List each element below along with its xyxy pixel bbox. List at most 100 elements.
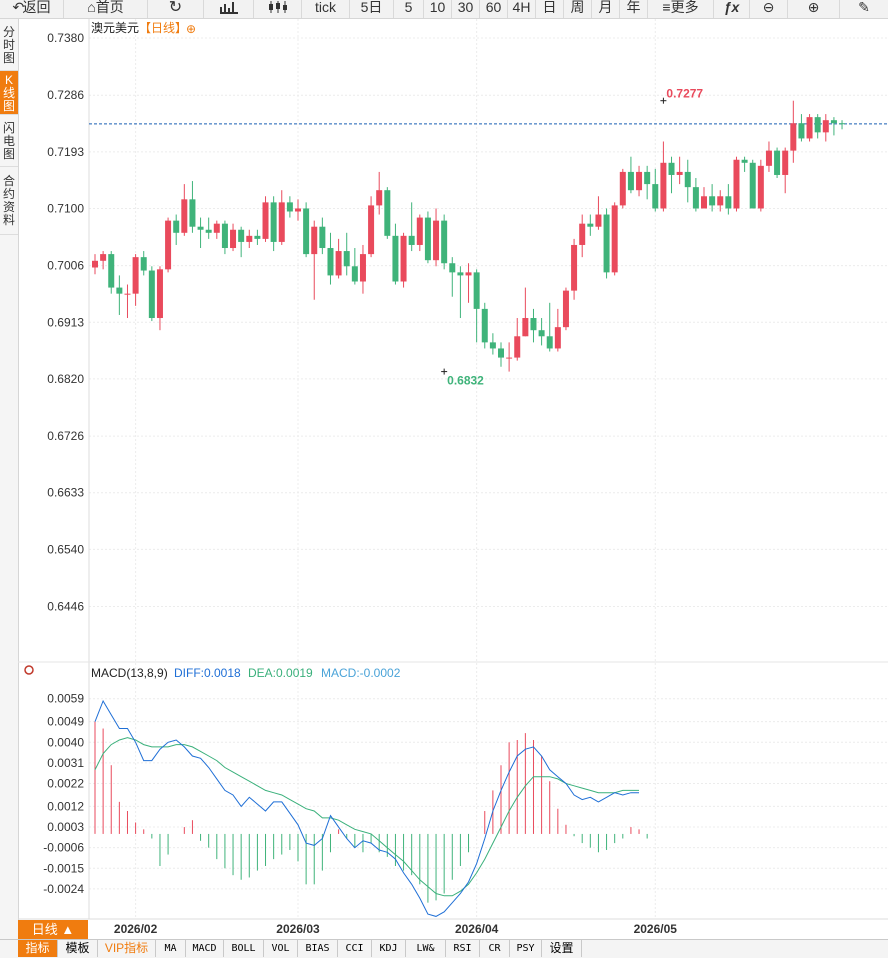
candle	[270, 196, 277, 252]
chart-type-button[interactable]	[204, 0, 254, 18]
candle-body	[717, 196, 724, 206]
period-4h[interactable]: 4H	[508, 0, 536, 18]
home-button[interactable]: ⌂首页	[64, 0, 148, 18]
tab-boll[interactable]: BOLL	[224, 940, 264, 957]
candle-body	[465, 272, 472, 276]
macd-histogram	[94, 721, 648, 903]
candle	[254, 229, 261, 245]
tab-indicators[interactable]: 指标	[18, 940, 58, 957]
candle	[449, 257, 456, 297]
tab-kdj[interactable]: KDJ	[372, 940, 406, 957]
chart-svg[interactable]: 0.7380 0.7286 0.7193 0.7100 0.7006 0.6913 0.68…	[18, 19, 888, 939]
candle-body	[173, 220, 180, 233]
candle-body	[238, 229, 245, 242]
candle-body	[489, 342, 496, 349]
candle	[173, 214, 180, 245]
candle-body	[286, 202, 293, 212]
period-60min[interactable]: 60	[480, 0, 508, 18]
candle-body	[165, 220, 172, 270]
formula-button[interactable]: ƒx	[714, 0, 750, 18]
candle-body	[774, 150, 781, 175]
candle	[774, 147, 781, 179]
candle	[238, 226, 245, 258]
period-tick[interactable]: tick	[302, 0, 350, 18]
candle-body	[636, 171, 643, 191]
period-5min[interactable]: 5	[394, 0, 424, 18]
candle	[798, 114, 805, 142]
menu-icon: ≡	[662, 0, 671, 15]
x-tick-label: 2026/02	[114, 922, 158, 936]
sidebar-item-kline[interactable]: K线图	[0, 71, 18, 115]
zoom-out-button[interactable]: ⊖	[750, 0, 788, 18]
candle-body	[416, 217, 423, 245]
candle-style-button[interactable]	[254, 0, 302, 18]
more-button[interactable]: ≡更多	[648, 0, 714, 18]
candle	[156, 266, 163, 331]
tab-rsi[interactable]: RSI	[446, 940, 480, 957]
candle-body	[246, 235, 253, 242]
period-week[interactable]: 周	[564, 0, 592, 18]
zoom-in-button[interactable]: ⊕	[788, 0, 840, 18]
candle-body	[449, 263, 456, 273]
macd-settings-button[interactable]	[24, 665, 34, 675]
candle	[579, 214, 586, 258]
candle-body	[197, 226, 204, 230]
sidebar-item-flash[interactable]: 闪电图	[0, 117, 18, 167]
candle-body	[303, 208, 310, 255]
refresh-icon: ↻	[168, 0, 183, 16]
candle-body	[725, 196, 732, 209]
period-dropdown-icon[interactable]: ⊕	[186, 22, 196, 36]
candle	[725, 184, 732, 215]
tab-settings[interactable]: 设置	[542, 940, 582, 957]
candle	[286, 196, 293, 218]
candle-body	[562, 290, 569, 328]
candle	[538, 318, 545, 346]
period-day[interactable]: 日	[536, 0, 564, 18]
candle-body	[692, 187, 699, 209]
period-month[interactable]: 月	[592, 0, 620, 18]
candle-body	[156, 269, 163, 319]
price-tick-label: 0.7193	[47, 145, 84, 159]
price-tick-label: 0.6726	[47, 429, 84, 443]
tab-ma[interactable]: MA	[156, 940, 186, 957]
candle	[124, 284, 131, 319]
sidebar-item-contract[interactable]: 合约资料	[0, 169, 18, 235]
tab-vip-indicators[interactable]: VIP指标	[98, 940, 156, 957]
candle	[132, 254, 139, 306]
period-30min[interactable]: 30	[452, 0, 480, 18]
macd-tick-label: -0.0024	[43, 882, 84, 896]
tab-vol[interactable]: VOL	[264, 940, 298, 957]
tab-bias[interactable]: BIAS	[298, 940, 338, 957]
chart-area[interactable]: 0.7380 0.7286 0.7193 0.7100 0.7006 0.6913 0.68…	[18, 19, 888, 939]
candle	[814, 114, 821, 139]
candle-body	[579, 223, 586, 245]
macd-tick-label: 0.0031	[47, 756, 84, 770]
tab-psy[interactable]: PSY	[510, 940, 542, 957]
tab-cci[interactable]: CCI	[338, 940, 372, 957]
tab-cr[interactable]: CR	[480, 940, 510, 957]
sidebar-item-intraday[interactable]: 分时图	[0, 21, 18, 71]
candle	[546, 302, 553, 352]
candle	[692, 178, 699, 212]
candle	[498, 342, 504, 367]
candle	[790, 100, 797, 163]
tab-macd[interactable]: MACD	[186, 940, 224, 957]
price-tick-label: 0.6820	[47, 372, 84, 386]
period-10min[interactable]: 10	[424, 0, 452, 18]
period-selector[interactable]: 日线 ▲	[18, 920, 88, 939]
x-tick-label: 2026/03	[276, 922, 320, 936]
price-tick-label: 0.6633	[47, 486, 84, 500]
candle-body	[554, 327, 561, 349]
tab-template[interactable]: 模板	[58, 940, 98, 957]
candle-body	[839, 123, 846, 125]
period-year[interactable]: 年	[620, 0, 648, 18]
period-5-day[interactable]: 5日	[350, 0, 394, 18]
tab-lw[interactable]: LW&	[406, 940, 446, 957]
candle	[522, 287, 529, 337]
candle-body	[311, 226, 318, 255]
back-button[interactable]: ↶返回	[0, 0, 64, 18]
candle-body	[782, 150, 789, 175]
candle	[416, 214, 423, 252]
draw-button[interactable]: ✎	[840, 0, 888, 18]
refresh-button[interactable]: ↻	[148, 0, 204, 18]
